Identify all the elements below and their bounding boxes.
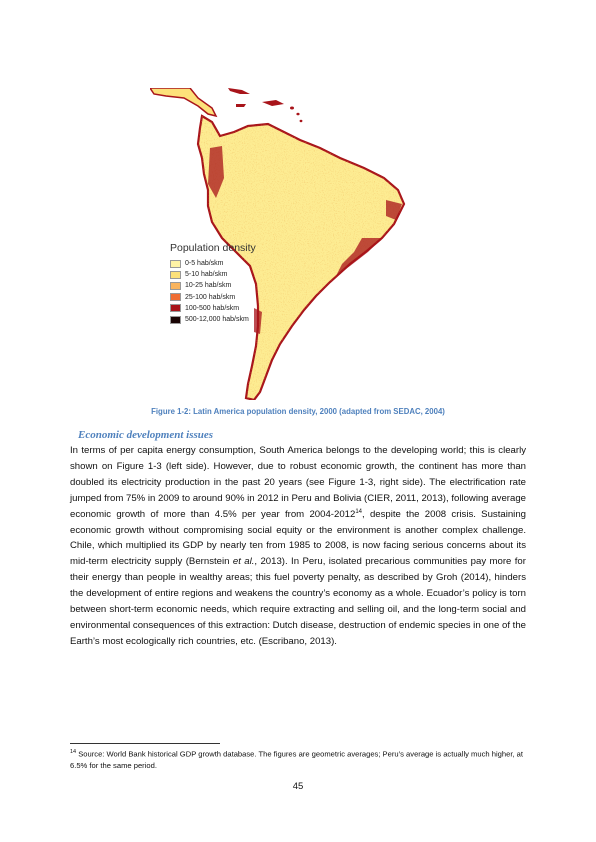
footnote-divider	[70, 743, 220, 744]
paragraph-text: , despite the 2008 crisis. Sustaining ec…	[70, 508, 526, 568]
legend-item: 25-100 hab/skm	[170, 292, 280, 303]
section-heading: Economic development issues	[78, 429, 214, 441]
et-al-italic: et al.	[232, 556, 255, 568]
legend-item: 500-12,000 hab/skm	[170, 314, 280, 325]
legend-swatch	[170, 304, 181, 313]
legend-label: 0-5 hab/skm	[185, 260, 224, 268]
footnote-reference: 14	[355, 508, 363, 515]
legend-label: 10-25 hab/skm	[185, 282, 232, 290]
body-paragraph: In terms of per capita energy consumptio…	[70, 443, 526, 650]
legend-title: Population density	[170, 242, 256, 254]
legend-label: 5-10 hab/skm	[185, 271, 228, 279]
dense-regions	[208, 146, 402, 334]
legend-label: 100-500 hab/skm	[185, 304, 240, 312]
legend-label: 25-100 hab/skm	[185, 293, 236, 301]
paragraph-text: , 2013). In Peru, isolated precarious co…	[70, 556, 526, 647]
legend-item: 5-10 hab/skm	[170, 269, 280, 280]
legend-swatch	[170, 315, 181, 324]
legend-item: 10-25 hab/skm	[170, 280, 280, 291]
page-number: 45	[292, 781, 304, 792]
legend-swatch	[170, 281, 181, 290]
legend-swatch	[170, 293, 181, 302]
latin-america-map-icon	[150, 88, 406, 400]
legend-swatch	[170, 259, 181, 268]
legend-item: 0-5 hab/skm	[170, 258, 280, 269]
central-america-shape	[150, 88, 218, 118]
caribbean-islands	[228, 88, 303, 123]
footnote: 14 Source: World Bank historical GDP gro…	[70, 747, 526, 772]
map-legend: Population density 0-5 hab/skm 5-10 hab/…	[170, 242, 280, 325]
legend-item: 100-500 hab/skm	[170, 303, 280, 314]
footnote-number: 14	[70, 749, 77, 755]
legend-swatch	[170, 270, 181, 279]
legend-label: 500-12,000 hab/skm	[185, 316, 249, 324]
paragraph-text: In terms of per capita energy consumptio…	[70, 445, 526, 520]
population-density-figure: Population density 0-5 hab/skm 5-10 hab/…	[150, 88, 450, 400]
figure-caption: Figure 1-2: Latin America population den…	[151, 407, 445, 416]
footnote-text: Source: World Bank historical GDP growth…	[70, 749, 523, 771]
